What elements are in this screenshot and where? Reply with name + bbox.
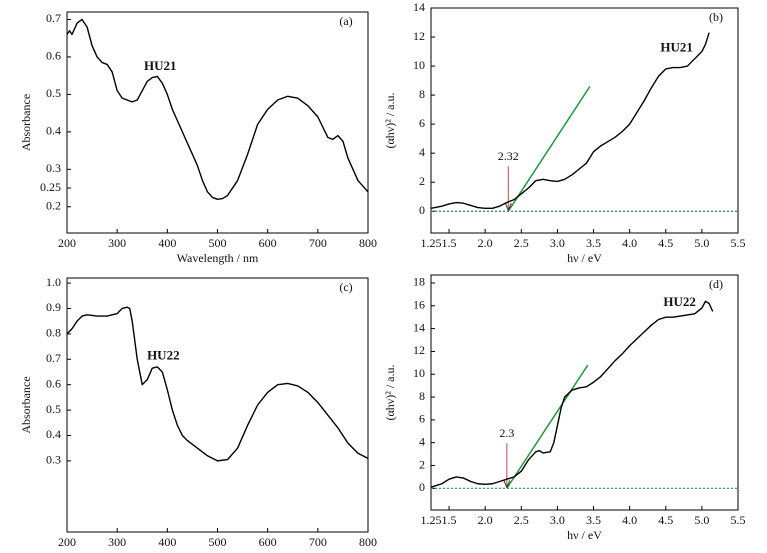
y-tick-label: 1.0 — [46, 275, 61, 289]
y-tick-label: 0 — [419, 203, 425, 217]
x-tick-label: 3.5 — [586, 236, 601, 250]
y-tick-label: 6 — [419, 412, 425, 426]
gap-label: 2.3 — [499, 426, 514, 440]
y-tick-label: 0.8 — [46, 326, 61, 340]
y-tick-label: 0.5 — [46, 86, 61, 100]
y-tick-label: 18 — [413, 275, 425, 289]
x-tick-label: 2.5 — [514, 513, 529, 527]
panel-label: (b) — [709, 10, 723, 24]
y-tick-label: 0.4 — [46, 124, 61, 138]
x-tick-label: 700 — [309, 236, 327, 250]
y-tick-label: 12 — [413, 343, 425, 357]
plot-frame — [430, 274, 739, 511]
y-axis-label: Absorbance — [19, 94, 33, 151]
x-tick-label: 3.5 — [586, 513, 601, 527]
x-tick-label: 5.5 — [731, 236, 746, 250]
y-tick-label: 0.6 — [46, 376, 61, 390]
data-line — [430, 300, 714, 488]
x-axis-label: hν / eV — [567, 528, 602, 542]
y-axis-label: (αhν)² / a.u. — [383, 365, 397, 421]
tangent-line — [506, 364, 589, 489]
x-tick-label: 1.5 — [442, 513, 457, 527]
data-line — [66, 306, 369, 462]
y-tick-label: 0.7 — [46, 11, 61, 25]
annotation: HU21 — [144, 58, 177, 73]
y-tick-label: 0 — [419, 480, 425, 494]
x-tick-label: 500 — [209, 535, 227, 549]
x-tick-label: 5.0 — [694, 236, 709, 250]
data-line — [66, 18, 369, 200]
x-tick-label: 300 — [108, 535, 126, 549]
plot-frame — [430, 7, 739, 234]
y-tick-label: 10 — [413, 58, 425, 72]
x-tick-label: 1.25 — [421, 513, 442, 527]
x-tick-label: 200 — [58, 236, 76, 250]
x-axis-label: Wavelength / nm — [177, 251, 259, 265]
x-tick-label: 800 — [359, 535, 377, 549]
y-tick-label: 14 — [413, 320, 425, 334]
y-tick-label: 2 — [419, 174, 425, 188]
x-tick-label: 1.5 — [442, 236, 457, 250]
x-tick-label: 2.0 — [478, 236, 493, 250]
x-tick-label: 4.0 — [622, 513, 637, 527]
x-tick-label: 800 — [359, 236, 377, 250]
data-line — [430, 32, 710, 210]
panel-label: (c) — [339, 280, 352, 294]
x-tick-label: 2.5 — [514, 236, 529, 250]
y-tick-label: 0.5 — [46, 402, 61, 416]
y-tick-label: 0.25 — [40, 180, 61, 194]
plot-frame — [66, 277, 369, 533]
gap-arrow-head — [503, 480, 511, 489]
annotation: HU22 — [147, 348, 180, 363]
x-tick-label: 1.25 — [421, 236, 442, 250]
x-tick-label: 600 — [259, 535, 277, 549]
y-tick-label: 4 — [419, 434, 425, 448]
y-tick-label: 0.6 — [46, 49, 61, 63]
y-tick-label: 10 — [413, 366, 425, 380]
y-tick-label: 0.4 — [46, 427, 61, 441]
x-tick-label: 4.5 — [658, 513, 673, 527]
x-tick-label: 600 — [259, 236, 277, 250]
y-axis-label: (αhν)² / a.u. — [383, 93, 397, 149]
y-tick-label: 4 — [419, 145, 425, 159]
y-tick-label: 12 — [413, 29, 425, 43]
x-tick-label: 3.0 — [550, 236, 565, 250]
x-tick-label: 400 — [158, 236, 176, 250]
x-tick-label: 5.5 — [731, 513, 746, 527]
x-tick-label: 300 — [108, 236, 126, 250]
x-tick-label: 500 — [209, 236, 227, 250]
annotation: HU21 — [660, 39, 693, 54]
y-tick-label: 14 — [413, 0, 425, 14]
x-tick-label: 200 — [58, 535, 76, 549]
gap-arrow-head — [504, 203, 512, 212]
y-tick-label: 8 — [419, 389, 425, 403]
y-tick-label: 0.9 — [46, 300, 61, 314]
x-tick-label: 4.5 — [658, 236, 673, 250]
panel-label: (d) — [709, 277, 723, 291]
y-tick-label: 0.7 — [46, 351, 61, 365]
x-tick-label: 2.0 — [478, 513, 493, 527]
x-tick-label: 3.0 — [550, 513, 565, 527]
y-tick-label: 0.2 — [46, 199, 61, 213]
x-axis-label: Wavelength / nm — [177, 550, 259, 553]
tangent-line — [507, 85, 591, 212]
y-tick-label: 8 — [419, 87, 425, 101]
annotation: HU22 — [663, 294, 696, 309]
x-tick-label: 5.0 — [694, 513, 709, 527]
x-tick-label: 4.0 — [622, 236, 637, 250]
y-tick-label: 16 — [413, 298, 425, 312]
panel-label: (a) — [339, 14, 352, 28]
x-tick-label: 700 — [309, 535, 327, 549]
y-axis-label: Absorbance — [19, 376, 33, 433]
gap-label: 2.32 — [498, 149, 519, 163]
y-tick-label: 0.3 — [46, 453, 61, 467]
y-tick-label: 2 — [419, 457, 425, 471]
y-tick-label: 0.3 — [46, 161, 61, 175]
y-tick-label: 6 — [419, 116, 425, 130]
x-axis-label: hν / eV — [567, 251, 602, 265]
x-tick-label: 400 — [158, 535, 176, 549]
